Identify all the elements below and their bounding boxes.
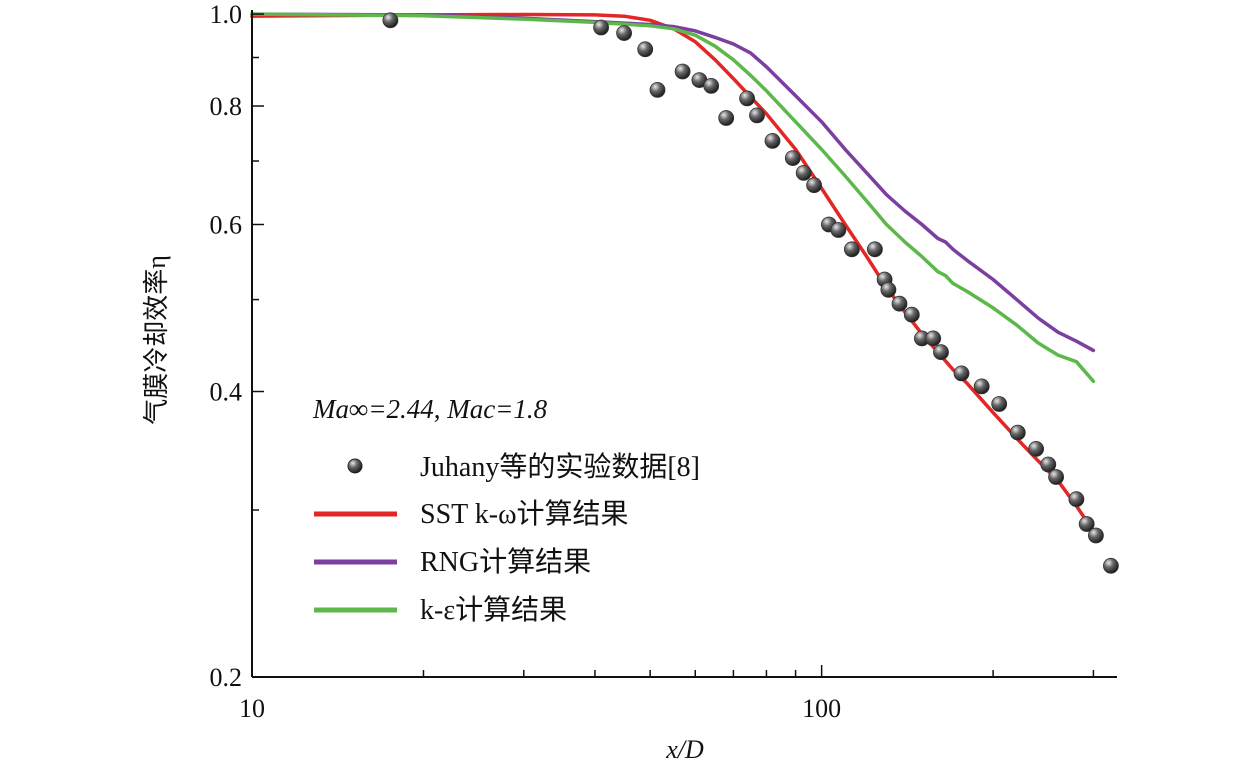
experiment-point bbox=[649, 82, 666, 98]
y-axis-title: 气膜冷却效率η bbox=[142, 255, 171, 425]
y-tick-label: 1.0 bbox=[210, 0, 243, 29]
x-ticks: 10 100 bbox=[239, 665, 1095, 723]
series-line-2 bbox=[250, 12, 1096, 353]
experiment-point bbox=[795, 164, 812, 181]
experiment-point bbox=[616, 25, 632, 41]
x-axis-title: x/D bbox=[665, 735, 704, 764]
experiment-point bbox=[718, 110, 735, 126]
y-ticks: 0.2 0.4 0.6 0.8 1.0 bbox=[210, 0, 264, 692]
experiment-point bbox=[953, 365, 970, 382]
experiment-point bbox=[784, 150, 801, 167]
experiment-point bbox=[1048, 469, 1064, 485]
experiment-point bbox=[806, 177, 822, 194]
legend-label-sst: SST k-ω计算结果 bbox=[420, 498, 629, 530]
experiment-point bbox=[1009, 424, 1026, 441]
y-tick-label: 0.2 bbox=[210, 663, 243, 692]
experiment-point bbox=[749, 107, 765, 124]
experiment-point bbox=[1103, 557, 1119, 574]
series-line-1 bbox=[250, 12, 1096, 533]
experiment-point bbox=[991, 396, 1008, 412]
legend-label-rng: RNG计算结果 bbox=[420, 546, 591, 578]
experiment-point bbox=[739, 90, 755, 107]
condition-annotation: Ma∞=2.44, Mac=1.8 bbox=[312, 394, 548, 424]
y-tick-label: 0.6 bbox=[210, 210, 243, 239]
experiment-point bbox=[903, 306, 920, 323]
experiment-point bbox=[382, 12, 399, 29]
legend: Juhany等的实验数据[8] SST k-ω计算结果 RNG计算结果 k-ε计… bbox=[314, 451, 700, 626]
series-line-3 bbox=[250, 12, 1096, 384]
experiment-point bbox=[1028, 440, 1044, 457]
experiment-point bbox=[891, 295, 908, 312]
experiment-point bbox=[973, 378, 990, 395]
axes: 10 100 0.2 0.4 0.6 0.8 1.0 bbox=[210, 0, 1117, 723]
experiment-point bbox=[637, 41, 654, 58]
experiment-point bbox=[933, 344, 949, 361]
experiment-point bbox=[1088, 527, 1104, 544]
x-tick-label: 10 bbox=[239, 694, 265, 723]
experiment-point bbox=[1040, 456, 1057, 473]
experiment-point bbox=[925, 330, 942, 347]
legend-label-experiment: Juhany等的实验数据[8] bbox=[420, 451, 700, 483]
experiment-point bbox=[880, 281, 897, 298]
plot-area bbox=[250, 12, 1119, 574]
experiment-point bbox=[593, 19, 609, 36]
y-tick-label: 0.4 bbox=[210, 378, 243, 407]
experiment-point bbox=[844, 241, 860, 258]
experiment-point bbox=[764, 132, 781, 149]
x-tick-label: 100 bbox=[802, 694, 841, 723]
experiment-point bbox=[867, 241, 883, 258]
experiment-point bbox=[674, 63, 691, 80]
experiment-point bbox=[830, 222, 847, 238]
legend-scatter-marker bbox=[347, 458, 363, 474]
experiment-point bbox=[1078, 516, 1095, 532]
legend-label-ke: k-ε计算结果 bbox=[420, 594, 567, 626]
y-tick-label: 0.8 bbox=[210, 92, 243, 121]
experiment-point bbox=[703, 78, 720, 94]
experiment-point bbox=[1068, 491, 1085, 508]
